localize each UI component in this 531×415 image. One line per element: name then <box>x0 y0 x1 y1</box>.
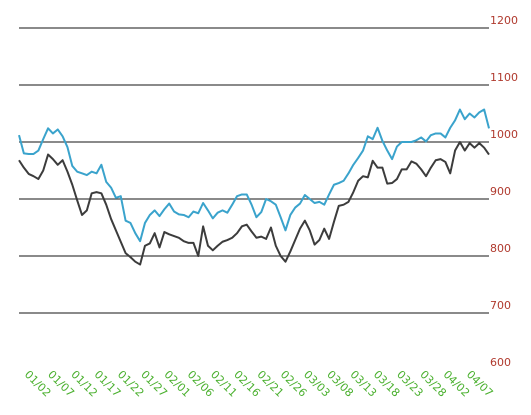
series-lines <box>18 108 490 266</box>
gridlines <box>19 27 489 314</box>
x-tick-label: 04/07 <box>464 368 496 400</box>
y-tick-label: 600 <box>490 356 511 369</box>
y-tick-label: 700 <box>490 299 511 312</box>
y-tick-label: 900 <box>490 185 511 198</box>
y-tick-label: 1200 <box>490 14 518 27</box>
series-line-2 <box>18 141 490 266</box>
x-axis-tick-labels: 01/0201/0701/1201/1701/2201/2702/0102/06… <box>22 368 496 400</box>
y-axis-tick-labels: 600 700 800 900 1000 1100 1200 <box>490 14 518 369</box>
y-tick-label: 1100 <box>490 71 518 84</box>
series-line-1 <box>18 108 490 243</box>
y-tick-label: 1000 <box>490 128 518 141</box>
y-tick-label: 800 <box>490 242 511 255</box>
